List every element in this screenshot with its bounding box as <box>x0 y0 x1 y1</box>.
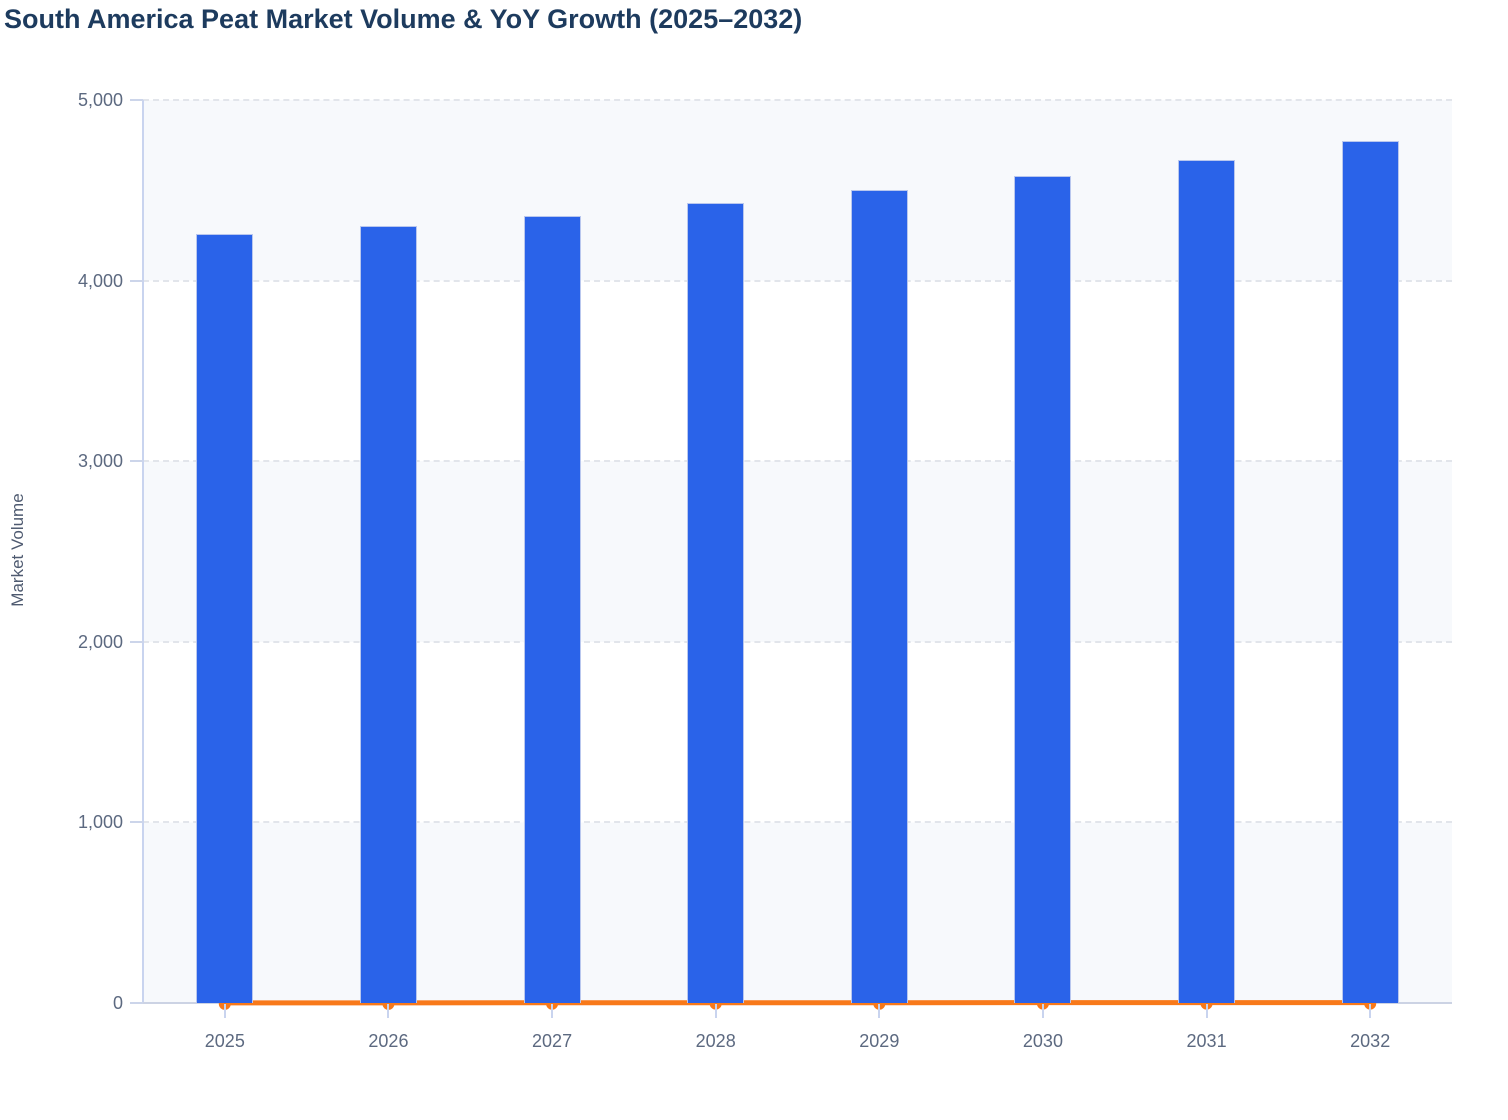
x-axis-tick-label: 2025 <box>204 1031 245 1051</box>
y-axis-title: Market Volume <box>8 493 27 607</box>
y-axis-tick-label: 0 <box>112 993 123 1013</box>
y-axis-tick <box>130 279 143 282</box>
y-axis-tick <box>130 99 143 101</box>
bar-2028[interactable] <box>687 202 745 1003</box>
x-axis-tick <box>1041 1004 1044 1018</box>
y-axis-tick-label: 2,000 <box>77 631 123 652</box>
gridline <box>143 460 1452 463</box>
gridline <box>143 99 1452 101</box>
x-axis-tick-label: 2026 <box>368 1031 409 1051</box>
x-axis-tick-label: 2030 <box>1022 1031 1063 1051</box>
bar-2029[interactable] <box>850 190 908 1003</box>
gridline <box>143 640 1452 643</box>
x-axis-tick <box>223 1004 226 1018</box>
bar-2032[interactable] <box>1341 140 1399 1003</box>
x-axis-tick <box>551 1004 554 1018</box>
y-axis-tick <box>130 821 143 824</box>
bar-2025[interactable] <box>196 233 254 1003</box>
bar-2031[interactable] <box>1178 159 1236 1003</box>
y-axis-tick-label: 4,000 <box>77 270 123 291</box>
yoy-growth-line-layer <box>218 997 1377 1010</box>
x-axis-tick <box>1369 1004 1372 1018</box>
chart-title: South America Peat Market Volume & YoY G… <box>4 4 803 34</box>
x-axis-tick-label: 2028 <box>695 1031 736 1051</box>
gridline <box>143 821 1452 824</box>
x-axis-tick <box>878 1004 881 1018</box>
x-axis-tick-label: 2032 <box>1350 1031 1391 1051</box>
bar-2026[interactable] <box>359 226 417 1003</box>
y-axis-tick-label: 1,000 <box>77 812 123 833</box>
x-axis-tick <box>714 1004 717 1018</box>
x-axis-tick <box>1205 1004 1208 1018</box>
y-axis-tick <box>130 640 143 643</box>
bar-2027[interactable] <box>523 216 581 1003</box>
bar-2030[interactable] <box>1014 175 1072 1003</box>
x-axis-tick-label: 2027 <box>532 1031 573 1051</box>
y-axis-tick-label: 3,000 <box>77 451 123 472</box>
y-axis-tick <box>130 1002 143 1004</box>
y-axis-line <box>142 100 144 1003</box>
x-axis-tick-label: 2031 <box>1186 1031 1227 1051</box>
gridline <box>143 279 1452 282</box>
y-axis-tick <box>130 460 143 463</box>
x-axis-tick-label: 2029 <box>859 1031 900 1051</box>
x-axis-tick <box>387 1004 390 1018</box>
y-axis-tick-label: 5,000 <box>77 90 123 110</box>
